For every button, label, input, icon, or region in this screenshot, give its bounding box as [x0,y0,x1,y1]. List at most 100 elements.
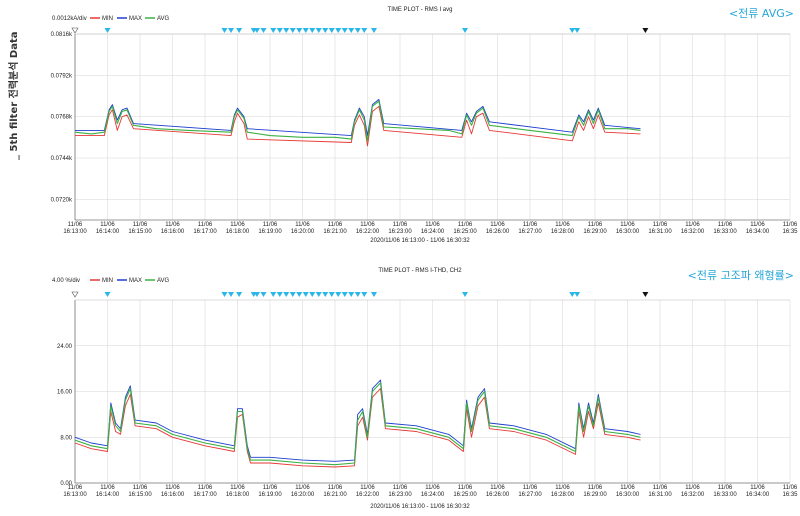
event-marker [260,292,267,297]
x-tick-date: 11/06 [718,222,733,228]
y-tick-label: 16.00 [57,390,73,396]
x-tick-time: 16:24:00 [421,229,445,235]
event-marker [260,28,267,33]
x-tick-date: 11/06 [425,485,440,491]
end-marker [642,28,649,33]
x-tick-date: 11/06 [133,485,148,491]
x-tick-date: 11/06 [685,222,700,228]
x-tick-time: 16:21:00 [323,229,347,235]
event-marker [276,28,283,33]
x-tick-time: 16:28:00 [551,492,575,498]
event-marker [322,292,329,297]
x-tick-date: 11/06 [458,222,473,228]
x-tick-date: 11/06 [653,485,668,491]
x-tick-date: 11/06 [295,485,310,491]
y-scale-label: 0.0012kA/div [52,16,87,22]
y-scale-label: 4.00 %/div [52,278,80,284]
x-tick-date: 11/06 [588,485,603,491]
event-marker [315,28,322,33]
x-tick-time: 16:27:00 [518,492,542,498]
x-tick-date: 11/06 [295,222,310,228]
legend-max-label: MAX [129,16,142,22]
x-tick-time: 16:17:00 [193,229,217,235]
series-min-line [75,105,641,147]
x-tick-time: 16:27:00 [518,229,542,235]
event-marker [328,292,335,297]
x-tick-date: 11/06 [68,222,83,228]
side-label-text: _ 5th filter 전력분석 Data [7,32,20,161]
x-tick-date: 11/06 [328,485,343,491]
x-tick-time: 16:15:00 [128,492,152,498]
legend-avg-label: AVG [157,278,170,284]
x-tick-date: 11/06 [360,222,375,228]
x-tick-time: 16:23:00 [388,492,412,498]
event-marker [371,28,377,33]
event-marker [309,28,316,33]
x-tick-time: 16:33:00 [713,492,737,498]
event-marker [270,28,277,33]
start-marker [71,291,79,298]
end-marker [642,292,649,297]
y-tick-label: 0.00 [60,481,72,487]
event-marker [236,28,243,33]
legend: MIN MAX AVG [90,278,170,284]
x-tick-time: 16:30:00 [616,229,640,235]
event-marker [348,292,355,297]
x-tick-time: 16:35 [782,229,798,235]
event-marker [348,28,355,33]
x-tick-date: 11/06 [783,222,798,228]
event-marker [221,292,228,297]
y-tick-label: 8.00 [60,435,72,441]
chart-title: TIME PLOT - RMS I-THD, CH2 [378,268,462,274]
x-tick-date: 11/06 [620,222,635,228]
x-tick-date: 11/06 [393,222,408,228]
x-tick-time: 16:17:00 [193,492,217,498]
x-tick-date: 11/06 [100,222,115,228]
event-marker [569,292,576,297]
event-marker [574,292,581,297]
x-tick-time: 16:20:00 [291,492,315,498]
x-tick-time: 16:26:00 [486,492,510,498]
chart-current-avg: TIME PLOT - RMS I avg 0.0012kA/div MIN M… [51,7,799,244]
legend-avg-label: AVG [157,16,170,22]
x-tick-date: 11/06 [750,222,765,228]
plot-area: 0.0816k 0.0792k 0.0768k 0.0744k 0.0720k 11/06… [51,27,798,235]
x-tick-time: 16:14:00 [96,229,120,235]
x-tick-time: 16:32:00 [681,492,705,498]
x-tick-time: 16:23:00 [388,229,412,235]
event-marker [236,292,243,297]
x-range-label: 2020/11/06 16:13:00 - 11/06 16:30:32 [370,504,470,510]
x-tick-time: 16:22:00 [356,229,380,235]
x-tick-date: 11/06 [360,485,375,491]
event-marker [254,292,260,297]
event-marker [221,28,228,33]
event-marker [296,28,303,33]
event-marker [283,292,290,297]
event-marker [322,28,329,33]
x-tick-time: 16:31:00 [648,492,672,498]
x-tick-date: 11/06 [68,485,83,491]
event-marker [289,292,296,297]
legend-max-label: MAX [129,278,142,284]
x-tick-time: 16:18:00 [226,492,250,498]
x-tick-date: 11/06 [750,485,765,491]
x-range-label: 2020/11/06 16:13:00 - 11/06 16:30:32 [370,238,470,244]
x-tick-date: 11/06 [653,222,668,228]
event-marker [254,28,260,33]
x-tick-time: 16:25:00 [453,229,477,235]
chart-current-thd: TIME PLOT - RMS I-THD, CH2 4.00 %/div MI… [52,268,798,510]
event-marker [296,292,303,297]
x-tick-time: 16:14:00 [96,492,120,498]
x-tick-date: 11/06 [555,222,570,228]
x-tick-time: 16:25:00 [453,492,477,498]
section-label: <전류 고조파 왜형률> [688,269,794,282]
event-marker [328,28,335,33]
y-tick-label: 0.0744k [51,156,73,162]
x-tick-date: 11/06 [198,485,213,491]
x-tick-date: 11/06 [783,485,798,491]
x-tick-date: 11/06 [165,222,180,228]
x-tick-time: 16:16:00 [161,229,185,235]
y-tick-label: 0.0720k [51,197,73,203]
x-tick-time: 16:30:00 [616,492,640,498]
event-marker [104,28,111,33]
